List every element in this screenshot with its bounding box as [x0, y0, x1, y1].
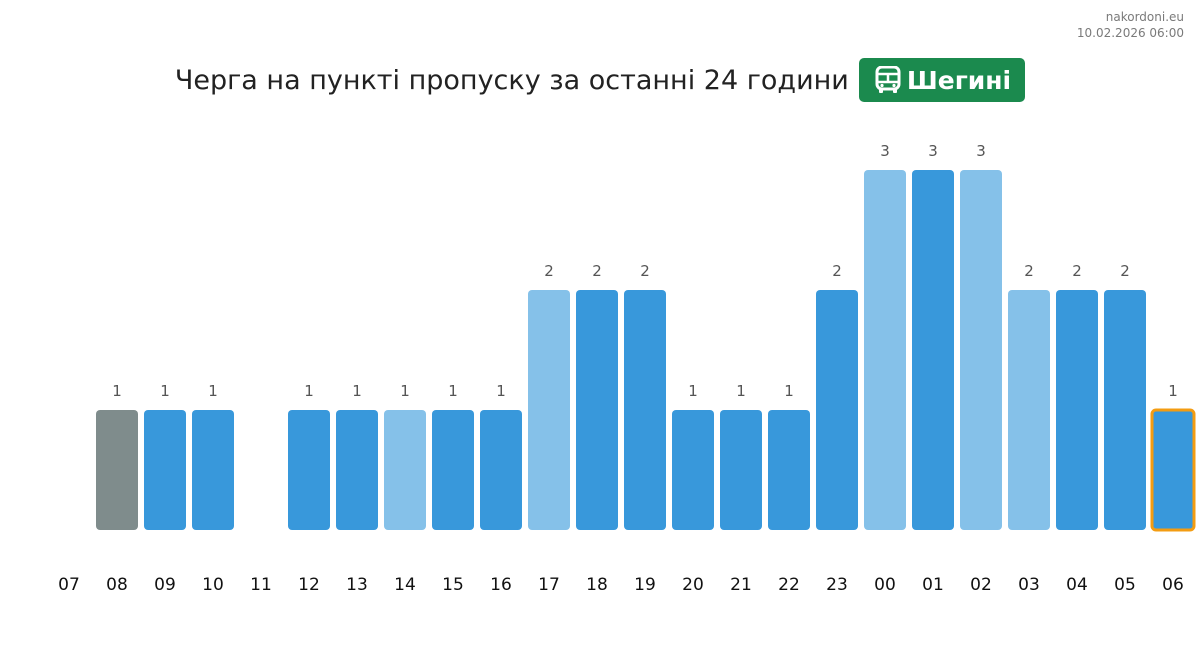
- bar-value-label: 1: [112, 382, 122, 400]
- bar-05: [1104, 290, 1146, 530]
- bar-00: [864, 170, 906, 530]
- bar-value-label: 2: [640, 262, 650, 280]
- bar-14: [384, 410, 426, 530]
- checkpoint-name: Шегині: [906, 65, 1012, 95]
- bus-icon: [875, 66, 901, 93]
- bar-13: [336, 410, 378, 530]
- bar-value-label: 1: [160, 382, 170, 400]
- bar-09: [144, 410, 186, 530]
- x-tick-label: 02: [970, 575, 992, 595]
- x-tick-label: 11: [250, 575, 272, 595]
- x-tick-label: 20: [682, 575, 704, 595]
- checkpoint-badge: Шегині: [858, 58, 1026, 102]
- x-tick-label: 18: [586, 575, 608, 595]
- bar-19: [624, 290, 666, 530]
- bar-16: [480, 410, 522, 530]
- timestamp: 10.02.2026 06:00: [1076, 26, 1184, 40]
- bar-value-label: 3: [976, 142, 986, 160]
- bar-17: [528, 290, 570, 530]
- x-tick-label: 01: [922, 575, 944, 595]
- x-tick-label: 13: [346, 575, 368, 595]
- bar-08: [96, 410, 138, 530]
- bar-value-label: 1: [736, 382, 746, 400]
- x-tick-label: 04: [1066, 575, 1088, 595]
- bar-value-label: 2: [1024, 262, 1034, 280]
- bar-18: [576, 290, 618, 530]
- x-tick-label: 10: [202, 575, 224, 595]
- x-tick-label: 00: [874, 575, 896, 595]
- bar-value-label: 1: [400, 382, 410, 400]
- bar-12: [288, 410, 330, 530]
- bar-value-label: 3: [928, 142, 938, 160]
- bar-value-label: 1: [688, 382, 698, 400]
- x-tick-label: 16: [490, 575, 512, 595]
- bar-value-label: 1: [784, 382, 794, 400]
- bar-15: [432, 410, 474, 530]
- site-name: nakordoni.eu: [1105, 10, 1184, 24]
- bar-value-label: 2: [544, 262, 554, 280]
- bar-value-label: 3: [880, 142, 890, 160]
- bar-06: [1150, 408, 1196, 532]
- bar-21: [720, 410, 762, 530]
- bar-04: [1056, 290, 1098, 530]
- bar-value-label: 1: [352, 382, 362, 400]
- bar-value-label: 1: [304, 382, 314, 400]
- site-info: nakordoni.eu 10.02.2026 06:00: [1077, 9, 1184, 41]
- bar-value-label: 1: [496, 382, 506, 400]
- bar-22: [768, 410, 810, 530]
- bar-value-label: 1: [208, 382, 218, 400]
- bar-value-label: 1: [1168, 382, 1178, 400]
- x-tick-label: 22: [778, 575, 800, 595]
- x-tick-label: 08: [106, 575, 128, 595]
- x-tick-label: 15: [442, 575, 464, 595]
- x-tick-label: 03: [1018, 575, 1040, 595]
- x-tick-label: 19: [634, 575, 656, 595]
- x-tick-label: 07: [58, 575, 80, 595]
- bar-value-label: 2: [592, 262, 602, 280]
- x-tick-label: 14: [394, 575, 416, 595]
- bar-value-label: 2: [1072, 262, 1082, 280]
- bar-02: [960, 170, 1002, 530]
- bar-value-label: 2: [832, 262, 842, 280]
- x-tick-label: 21: [730, 575, 752, 595]
- chart-title: Черга на пункті пропуску за останні 24 г…: [174, 64, 849, 96]
- bar-03: [1008, 290, 1050, 530]
- chart-header: Черга на пункті пропуску за останні 24 г…: [0, 58, 1200, 102]
- bar-01: [912, 170, 954, 530]
- bar-value-label: 1: [448, 382, 458, 400]
- x-tick-label: 23: [826, 575, 848, 595]
- bar-23: [816, 290, 858, 530]
- bar-value-label: 2: [1120, 262, 1130, 280]
- bar-20: [672, 410, 714, 530]
- x-tick-label: 09: [154, 575, 176, 595]
- x-tick-label: 05: [1114, 575, 1136, 595]
- x-tick-label: 12: [298, 575, 320, 595]
- x-tick-label: 17: [538, 575, 560, 595]
- x-tick-label: 06: [1162, 575, 1184, 595]
- bar-10: [192, 410, 234, 530]
